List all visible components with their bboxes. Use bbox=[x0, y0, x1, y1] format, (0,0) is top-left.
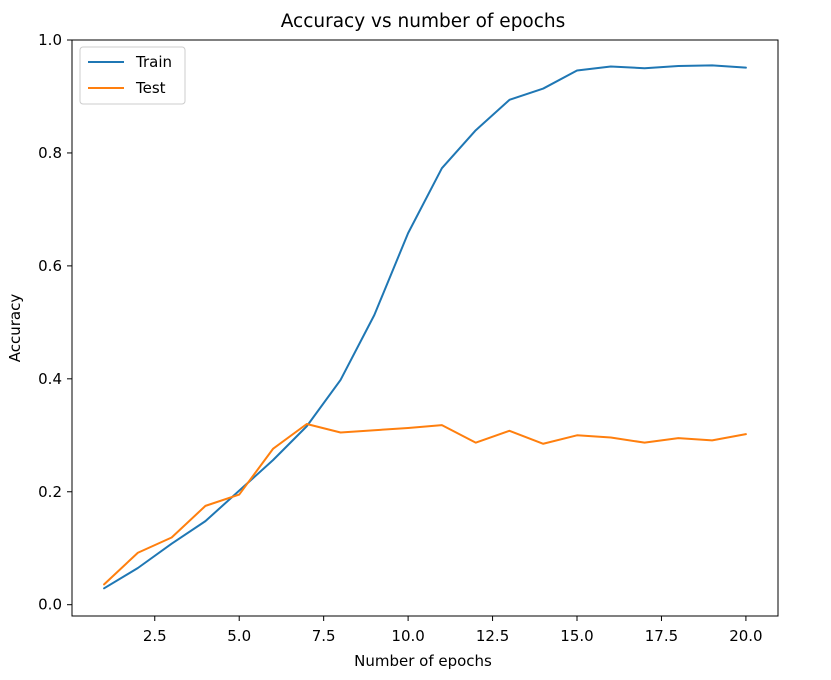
y-tick-label: 1.0 bbox=[38, 31, 62, 49]
legend-label-train: Train bbox=[135, 53, 172, 71]
x-axis-label: Number of epochs bbox=[354, 652, 492, 670]
legend: Train Test bbox=[80, 47, 185, 104]
chart-title: Accuracy vs number of epochs bbox=[281, 11, 566, 32]
x-axis: 2.5 5.0 7.5 10.0 12.5 15.0 17.5 20.0 bbox=[143, 616, 763, 645]
legend-label-test: Test bbox=[135, 79, 166, 97]
plot-area bbox=[72, 40, 778, 616]
x-tick-label: 5.0 bbox=[227, 627, 251, 645]
x-tick-label: 17.5 bbox=[645, 627, 678, 645]
x-tick-label: 20.0 bbox=[729, 627, 762, 645]
y-axis: 0.0 0.2 0.4 0.6 0.8 1.0 bbox=[38, 31, 72, 614]
y-tick-label: 0.4 bbox=[38, 370, 62, 388]
x-tick-label: 15.0 bbox=[560, 627, 593, 645]
y-tick-label: 0.2 bbox=[38, 483, 62, 501]
x-tick-label: 12.5 bbox=[476, 627, 509, 645]
x-tick-label: 7.5 bbox=[312, 627, 336, 645]
x-tick-label: 10.0 bbox=[391, 627, 424, 645]
y-tick-label: 0.0 bbox=[38, 596, 62, 614]
y-axis-label: Accuracy bbox=[6, 294, 24, 363]
y-tick-label: 0.8 bbox=[38, 144, 62, 162]
x-tick-label: 2.5 bbox=[143, 627, 167, 645]
y-tick-label: 0.6 bbox=[38, 257, 62, 275]
plot-frame bbox=[72, 40, 778, 616]
